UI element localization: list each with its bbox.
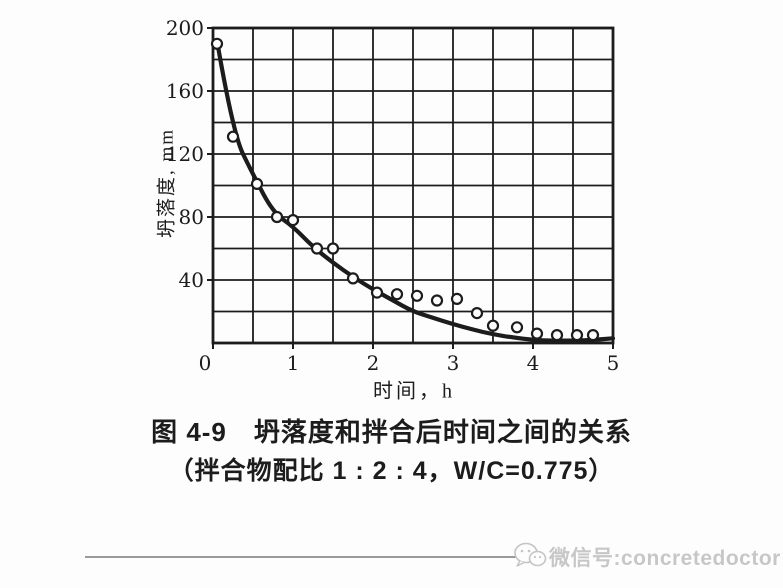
data-point	[586, 329, 600, 342]
data-point	[530, 327, 544, 340]
data-point	[410, 289, 424, 302]
svg-text:3: 3	[447, 351, 460, 375]
svg-text:200: 200	[166, 16, 204, 40]
watermark: 微信号:concretedoctor	[0, 535, 783, 575]
data-point	[390, 288, 404, 301]
data-points	[210, 37, 600, 342]
svg-text:160: 160	[166, 79, 204, 103]
x-axis-title: 时间，h	[373, 380, 455, 403]
data-point	[346, 272, 360, 285]
data-point	[326, 242, 340, 255]
data-point	[270, 210, 284, 224]
svg-text:5: 5	[607, 351, 620, 375]
y-axis-title: 坍落度, mm	[156, 127, 178, 239]
plot-svg: 0 1 2 3 4 5 40 80 120 160 200	[166, 16, 620, 375]
wechat-icon	[513, 540, 547, 575]
y-tick-labels: 40 80 120 160 200	[166, 16, 204, 292]
data-point	[210, 37, 224, 50]
watermark-text: 微信号:concretedoctor	[549, 547, 781, 570]
figure-caption-subtitle: （拌合物配比 1 : 2 : 4，W/C=0.775）	[168, 457, 615, 485]
svg-text:0: 0	[199, 351, 212, 375]
slump-decay-curve	[214, 38, 616, 343]
svg-text:1: 1	[287, 351, 300, 375]
data-point	[226, 130, 240, 143]
svg-text:4: 4	[527, 351, 540, 375]
svg-text:80: 80	[179, 205, 204, 229]
x-tick-labels: 0 1 2 3 4 5	[199, 351, 620, 375]
data-point	[570, 329, 584, 342]
data-point	[486, 319, 500, 332]
data-point	[310, 242, 324, 255]
data-point	[450, 292, 464, 305]
svg-text:40: 40	[179, 268, 204, 292]
divider-line	[85, 556, 522, 558]
data-point	[430, 294, 444, 307]
data-point	[250, 177, 264, 190]
svg-text:120: 120	[166, 142, 204, 166]
data-point	[370, 286, 384, 299]
plot-border	[211, 26, 615, 345]
figure-caption-title: 图 4-9 坍落度和拌合后时间之间的关系	[151, 417, 632, 447]
svg-text:2: 2	[367, 351, 380, 375]
data-point	[550, 329, 564, 342]
data-point	[286, 214, 300, 227]
slump-vs-time-chart: 0 1 2 3 4 5 40 80 120 160 200 坍落度, mm 时间，h	[156, 16, 620, 403]
data-point	[470, 307, 484, 320]
axis-ticks	[207, 27, 614, 349]
data-point	[510, 321, 524, 334]
